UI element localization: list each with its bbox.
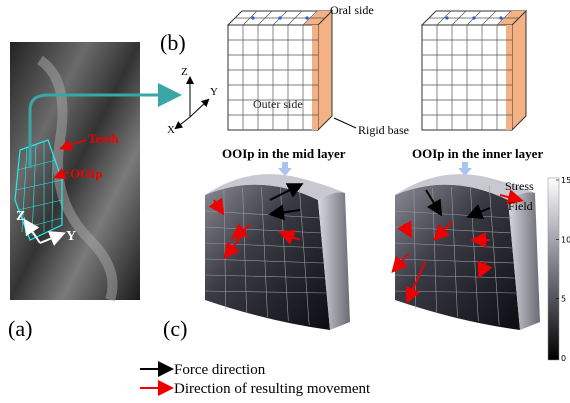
colorbar-tick-label: 0 (561, 354, 566, 363)
colorbar-tick-label: 15 (561, 176, 570, 185)
marker-dot (472, 16, 475, 19)
page: Teeth OOIp Z Y (a) (b) Z Y X Oral side O… (0, 0, 570, 403)
axis-z-label: Z (16, 209, 25, 224)
side-face (512, 11, 526, 130)
colorbar (548, 178, 559, 360)
axis-x-label: X (167, 124, 175, 136)
stress-block (394, 174, 540, 330)
oral-side-label: Oral side (330, 3, 374, 17)
teeth-label: Teeth (88, 131, 119, 146)
legend-movement: Direction of resulting movement (174, 381, 371, 397)
panel-label: (b) (160, 30, 186, 55)
marker-dot (251, 16, 254, 19)
colorbar-title: Stress (505, 179, 534, 193)
panel-label: (a) (8, 316, 32, 341)
orange-column (312, 25, 318, 130)
down-arrow (458, 162, 472, 176)
front-face (205, 185, 330, 330)
front-face (395, 185, 520, 330)
grid-box (228, 11, 332, 130)
axis-y-label: Y (210, 86, 218, 98)
colorbar-title: Field (508, 199, 533, 213)
ooip-label: OOIp (70, 166, 103, 181)
marker-dot (278, 16, 281, 19)
axis-y-label: Y (66, 229, 76, 244)
down-arrow (278, 162, 292, 176)
marker-dot (445, 16, 448, 19)
outer-side-label: Outer side (253, 97, 303, 111)
pointer (334, 118, 356, 128)
stress-block (205, 174, 350, 330)
marker-dot (305, 16, 308, 19)
inner-title: OOIp in the inner layer (412, 146, 543, 161)
side-face (318, 11, 332, 130)
legend-force: Force direction (174, 362, 266, 378)
colorbar-tick-label: 5 (561, 295, 566, 304)
colorbar-tick-label: 10 (561, 235, 570, 244)
rigid-base-label: Rigid base (358, 123, 409, 137)
mid-title: OOIp in the mid layer (222, 146, 346, 161)
panel-label: (c) (163, 316, 187, 341)
figure: Teeth OOIp Z Y (a) (b) Z Y X Oral side O… (0, 0, 570, 403)
marker-dot (499, 16, 502, 19)
orange-column (506, 25, 512, 130)
axis-z-label: Z (181, 66, 188, 78)
axes-3d (176, 78, 208, 128)
grid-box (422, 11, 526, 130)
